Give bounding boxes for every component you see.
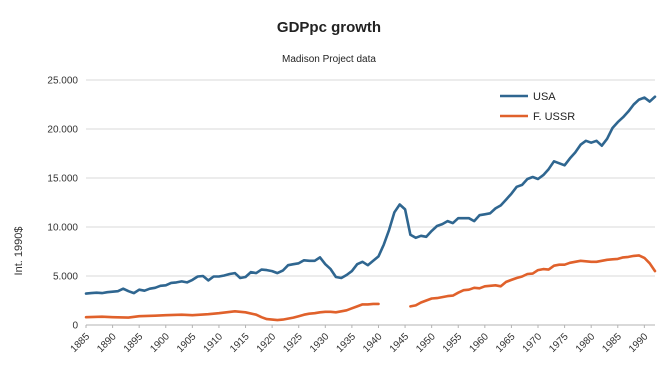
legend-label: USA bbox=[533, 91, 556, 103]
chart-title: GDPpc growth bbox=[277, 19, 381, 36]
x-tick-label: 1960 bbox=[467, 331, 491, 355]
x-tick-label: 1905 bbox=[175, 331, 199, 355]
y-tick-label: 25.000 bbox=[47, 76, 78, 87]
x-tick-label: 1985 bbox=[600, 331, 624, 355]
x-tick-label: 1885 bbox=[69, 331, 93, 355]
x-tick-label: 1965 bbox=[494, 331, 518, 355]
chart-subtitle: Madison Project data bbox=[282, 54, 376, 65]
x-tick-label: 1915 bbox=[228, 331, 252, 355]
x-tick-label: 1895 bbox=[122, 331, 146, 355]
x-tick-labels: 1885 1890 1895 1900 1905 1910 1915 1920 1925 1930… bbox=[69, 331, 651, 355]
x-tick-label: 1940 bbox=[361, 331, 385, 355]
y-tick-label: 15.000 bbox=[47, 174, 78, 185]
x-tick-label: 1920 bbox=[255, 331, 279, 355]
y-tick-label: 5.000 bbox=[53, 272, 78, 283]
y-tick-label: 0 bbox=[72, 321, 78, 332]
y-axis-label: Int. 1990$ bbox=[13, 227, 25, 276]
series-line bbox=[84, 95, 657, 295]
x-tick-label: 1935 bbox=[334, 331, 358, 355]
x-tick-label: 1900 bbox=[148, 331, 172, 355]
legend-label: F. USSR bbox=[533, 111, 575, 123]
series-lines bbox=[84, 95, 657, 322]
y-tick-label: 10.000 bbox=[47, 223, 78, 234]
x-tick-label: 1975 bbox=[547, 331, 571, 355]
x-tick-label: 1990 bbox=[627, 331, 651, 355]
x-tick-label: 1945 bbox=[388, 331, 412, 355]
grid-lines bbox=[85, 79, 655, 328]
y-tick-labels: 0 5.000 10.000 15.000 20.000 25.000 bbox=[47, 76, 78, 332]
x-tick-label: 1930 bbox=[308, 331, 332, 355]
y-tick-label: 20.000 bbox=[47, 125, 78, 136]
x-tick-label: 1970 bbox=[521, 331, 545, 355]
x-tick-label: 1890 bbox=[95, 331, 119, 355]
x-tick-label: 1925 bbox=[281, 331, 305, 355]
x-tick-label: 1950 bbox=[414, 331, 438, 355]
x-tick-label: 1955 bbox=[441, 331, 465, 355]
x-tick-label: 1980 bbox=[574, 331, 598, 355]
series-line bbox=[84, 254, 657, 322]
x-tick-label: 1910 bbox=[202, 331, 226, 355]
legend: USA F. USSR bbox=[500, 91, 575, 123]
